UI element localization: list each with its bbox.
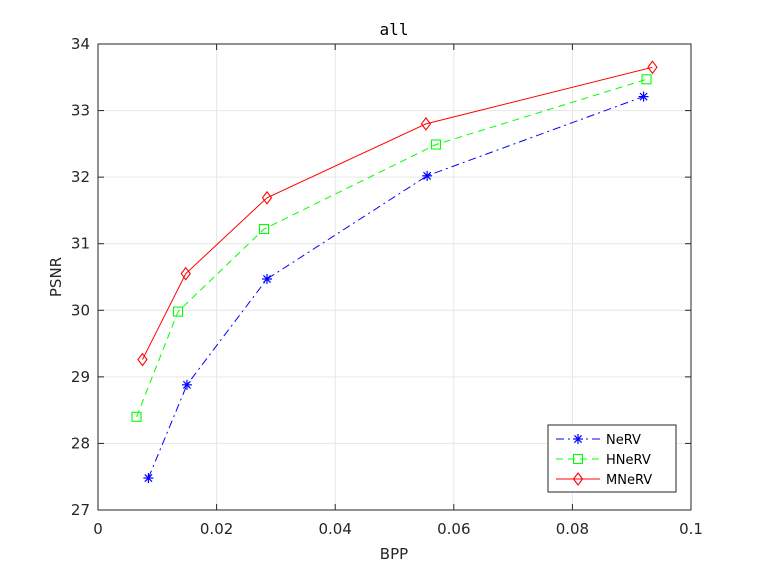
legend-label-mnerv: MNeRV [606, 473, 652, 488]
legend-label-nerv: NeRV [606, 433, 641, 448]
y-tick-label: 27 [71, 501, 90, 519]
data-point-nerv [181, 379, 192, 390]
series-group [131, 60, 658, 484]
marker-stroke [639, 92, 648, 101]
legend: NeRV HNeRV MNeRV [547, 424, 677, 493]
marker-stroke [144, 474, 153, 483]
series-line-hnerv [136, 78, 647, 417]
data-point-nerv [143, 473, 154, 484]
data-point-hnerv [173, 306, 184, 317]
x-tick-label: 0.06 [437, 520, 470, 538]
y-tick-label: 33 [71, 102, 90, 120]
axis-ticks: 0 0.02 0.04 0.06 0.08 0.1 27 28 29 30 31 32 33 34 [71, 35, 703, 538]
y-tick-label: 34 [71, 35, 90, 53]
marker-stroke [262, 274, 272, 284]
legend-label-hnerv: HNeRV [606, 453, 651, 468]
data-point-mnerv [420, 116, 432, 131]
x-tick-label: 0.1 [679, 520, 703, 538]
y-tick-label: 30 [71, 301, 90, 319]
series-line-nerv [147, 96, 644, 479]
data-point-mnerv [180, 266, 191, 281]
data-point-mnerv [261, 190, 273, 205]
data-point-hnerv [641, 74, 652, 85]
marker-stroke [182, 380, 191, 389]
y-axis-title: PSNR [47, 257, 65, 297]
x-axis-title: BPP [380, 545, 408, 563]
grid-lines [98, 44, 691, 510]
x-tick-label: 0.04 [318, 520, 351, 538]
data-point-hnerv [131, 411, 142, 422]
x-tick-label: 0.08 [556, 520, 589, 538]
y-tick-label: 32 [71, 168, 90, 186]
y-tick-label: 31 [71, 235, 90, 253]
data-point-hnerv [430, 139, 442, 150]
data-point-mnerv [137, 352, 148, 367]
legend-marker-hnerv [572, 453, 584, 465]
plot-frame [97, 43, 692, 511]
data-point-mnerv [647, 60, 658, 75]
x-tick-label: 0.02 [200, 520, 233, 538]
legend-marker-nerv [573, 434, 583, 444]
data-point-nerv [638, 91, 649, 102]
legend-marker-mnerv [572, 472, 584, 486]
marker-stroke [573, 434, 583, 444]
x-tick-label: 0 [93, 520, 103, 538]
y-tick-label: 28 [71, 434, 90, 452]
marker-stroke [423, 171, 432, 180]
chart-title: all [380, 20, 409, 39]
data-point-nerv [262, 273, 273, 284]
series-line-mnerv [142, 66, 653, 360]
y-tick-label: 29 [71, 368, 90, 386]
data-point-nerv [422, 170, 433, 181]
data-point-hnerv [258, 224, 270, 235]
